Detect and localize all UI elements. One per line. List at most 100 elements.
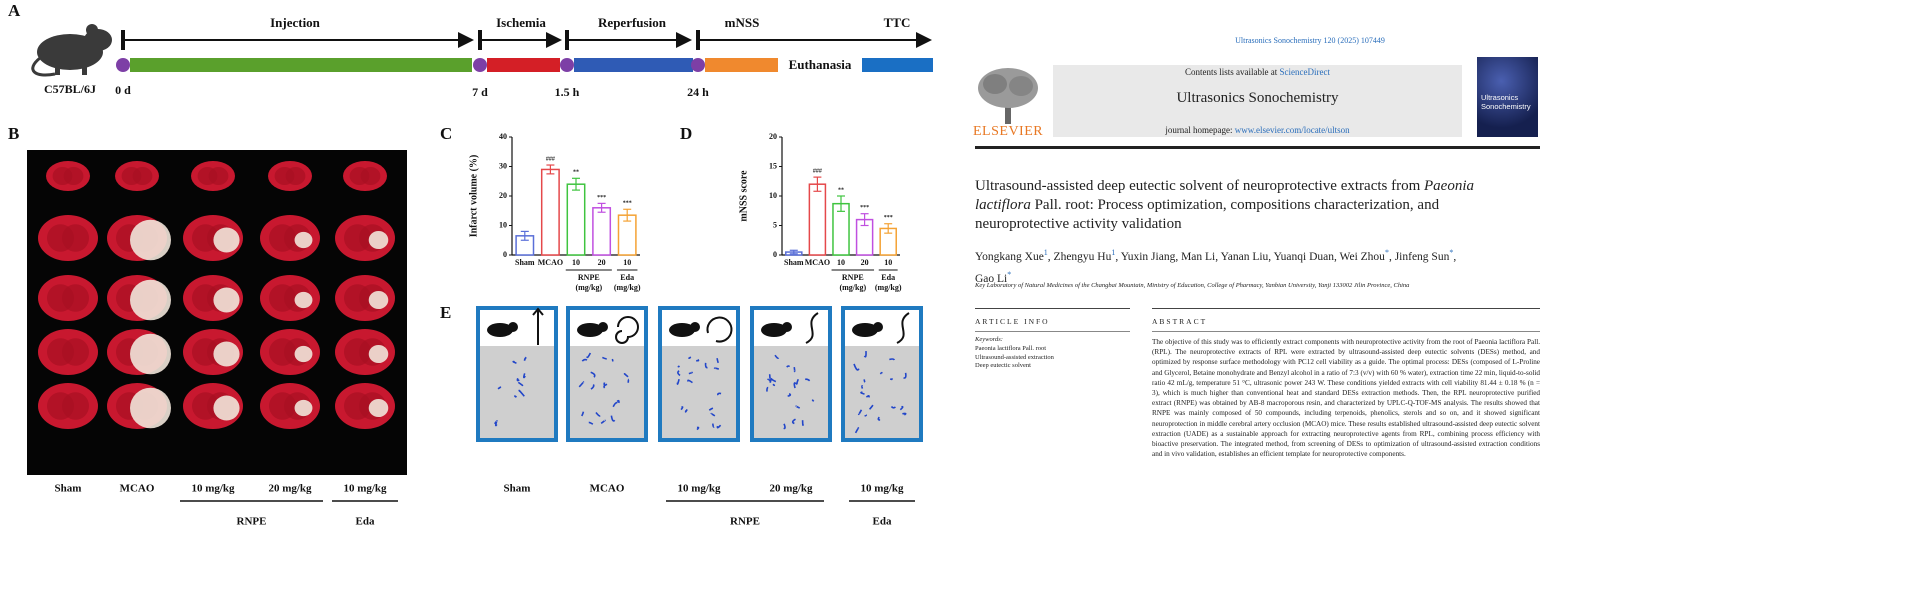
brain-slice [335,275,395,321]
brain-slice [260,275,320,321]
publisher-logo [975,66,1041,130]
group-label: Eda [620,273,634,282]
track-trace [704,362,708,369]
track-trace [581,358,588,362]
title-part: Ultrasound-assisted deep eutectic solven… [975,178,1425,194]
phase-label: Injection [270,15,321,30]
brain-core [62,338,89,366]
phase-label: TTC [884,15,911,30]
brain-core [132,167,153,185]
track-trace [791,418,796,425]
title-part: Paeonia lactiflora [975,178,1475,213]
track-trace [688,371,693,375]
author-name[interactable]: Jinfeng Sun [1394,250,1450,263]
track-trace [890,406,896,409]
behavior-tile [658,306,740,442]
significance-label: ### [813,168,822,174]
journal-ref-link[interactable]: Ultrasonics Sonochemistry 120 (2025) 107… [1235,36,1385,45]
author-name[interactable]: Yuxin Jiang [1120,250,1176,263]
dose-label: 10 mg/kg [677,483,721,495]
bar [592,207,612,256]
sciencedirect-link[interactable]: ScienceDirect [1279,67,1330,77]
track-trace [601,356,607,360]
mouse-icon [852,323,878,337]
brain-slice [335,215,395,261]
track-trace [853,363,860,371]
homepage-prefix: journal homepage: [1165,125,1235,135]
rule [1152,308,1540,309]
abstract-heading: ABSTRACT [1152,317,1208,326]
error-bar [789,249,798,255]
author-name[interactable]: Yongkang Xue [975,250,1044,263]
infarct-area [294,345,313,363]
author-name[interactable]: Gao Li [975,272,1008,285]
author-name[interactable]: Man Li [1181,250,1216,263]
dose-label: Sham [504,483,531,495]
panel-label: B [8,124,19,143]
brain-slice [260,383,320,429]
keywords-label: Keywords: [975,336,1003,343]
track-trace [793,382,797,389]
rule [975,331,1130,332]
brain-core [63,167,84,185]
author: Zhengyu Hu1, [1053,248,1119,263]
y-tick-label: 40 [499,132,507,141]
track-trace [696,426,700,431]
track-trace [581,411,585,417]
track-trace [514,395,517,398]
group-label: Eda [873,516,892,528]
brain-slice [268,161,312,191]
author-name[interactable]: Yuanqi Duan [1273,250,1334,263]
group-label: RNPE [237,516,267,528]
track-trace [517,381,524,387]
behavior-tile [566,306,648,442]
keywords: Paeonia lactiflora Pall. root Ultrasound-… [975,345,1135,371]
author-separator: , [1268,250,1272,263]
track-trace [677,365,680,368]
panel-label: C [440,124,452,143]
cover-title: Ultrasonics Sonochemistry [1481,93,1531,111]
track-trace [774,354,780,359]
track-trace [787,393,792,397]
error-bar [597,202,606,213]
y-tick-label: 15 [769,161,777,170]
mouse-head [508,322,518,332]
track-trace [772,383,776,387]
keyword: Ultrasound-assisted extraction [975,353,1054,361]
track-trace [717,392,722,396]
homepage-link[interactable]: www.elsevier.com/locate/ultson [1234,125,1350,135]
group-unit: (mg/kg) [614,283,641,292]
end-label: Euthanasia [789,57,852,72]
y-tick-label: 0 [503,250,507,259]
dose-label: 20 mg/kg [769,483,813,495]
phase-label: mNSS [725,15,760,30]
infarct-area [294,231,313,249]
logo-tree [978,68,1038,124]
panel-label: A [8,1,21,20]
phase-bars [116,58,933,72]
y-tick-label: 20 [769,132,777,141]
publisher: ELSEVIER [973,124,1044,139]
track-trace [804,378,811,382]
header-rule [975,146,1540,149]
track-trace [590,384,595,390]
author-name[interactable]: Yanan Liu [1220,250,1269,263]
movement-icon [615,316,639,344]
mnss-chart: 0 5 10 15 20 mNSS score Sham ### MCAO ** 10 *** 20 **… [738,132,902,292]
x-tick-label: 20 [598,258,606,267]
brain-core [285,167,306,185]
track-trace [879,371,883,375]
mouse-head [873,322,883,332]
x-tick-label: Sham [515,258,535,267]
author-name[interactable]: Wei Zhou [1339,250,1385,263]
track-trace [627,378,630,383]
author-name[interactable]: Zhengyu Hu [1053,250,1112,263]
x-tick-label: 10 [572,258,580,267]
error-bar [860,213,869,227]
tile-border [658,306,740,442]
affiliation: Key Laboratory of Natural Medicines of t… [975,282,1410,289]
track-trace [522,373,526,379]
bar [540,168,560,256]
track-trace [612,401,618,408]
author-mark: 1 [1043,248,1048,257]
